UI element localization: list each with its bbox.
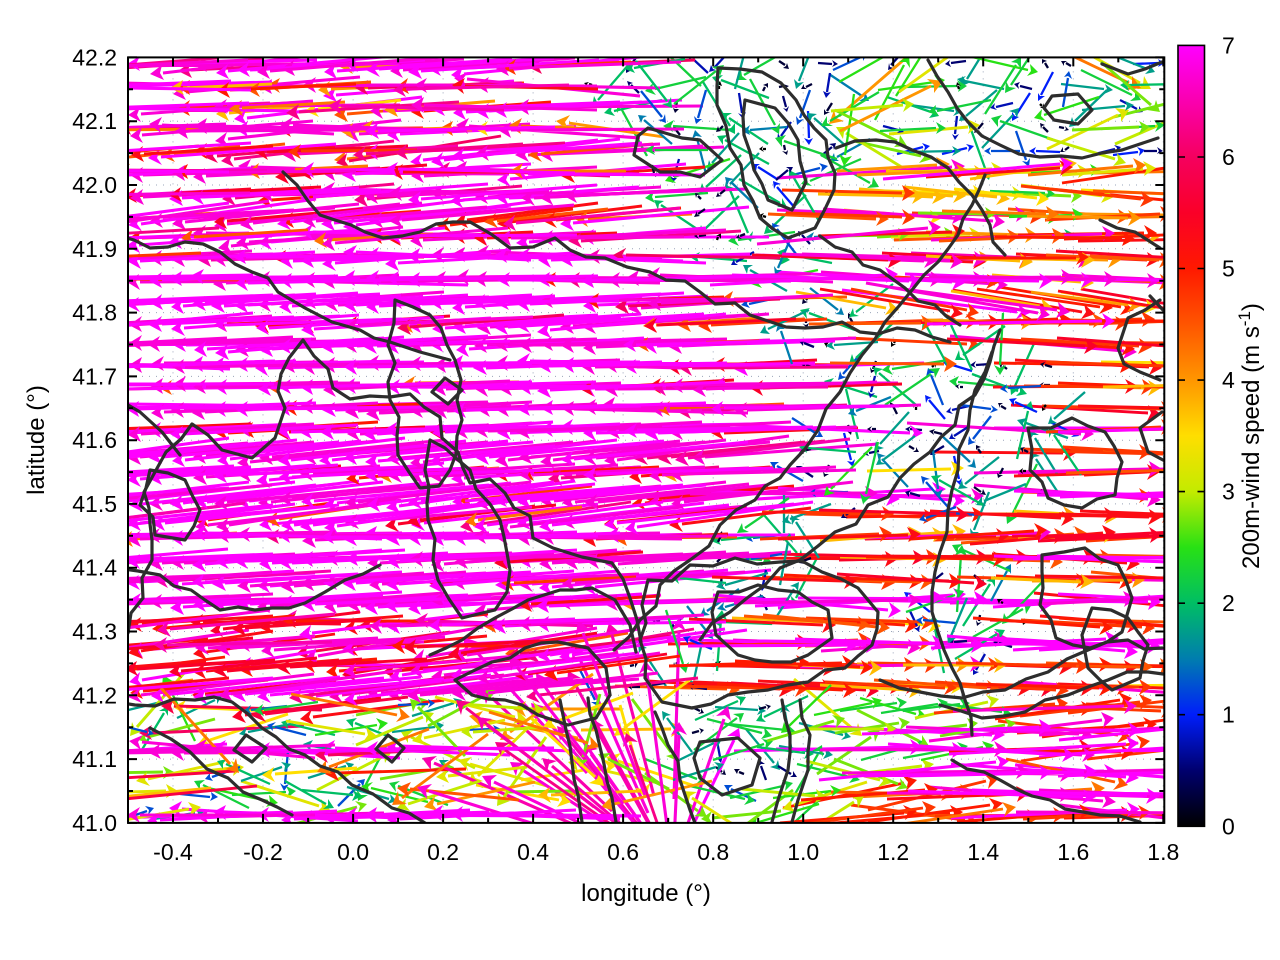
svg-text:0.8: 0.8 bbox=[697, 839, 729, 865]
svg-text:42.0: 42.0 bbox=[72, 172, 117, 198]
svg-text:1.2: 1.2 bbox=[877, 839, 909, 865]
svg-text:4: 4 bbox=[1222, 367, 1235, 393]
svg-text:41.7: 41.7 bbox=[72, 363, 117, 389]
svg-text:1.0: 1.0 bbox=[787, 839, 819, 865]
svg-text:2: 2 bbox=[1222, 590, 1235, 616]
svg-text:1.6: 1.6 bbox=[1057, 839, 1089, 865]
svg-text:41.6: 41.6 bbox=[72, 427, 117, 453]
svg-text:1.8: 1.8 bbox=[1147, 839, 1179, 865]
svg-text:0.0: 0.0 bbox=[337, 839, 369, 865]
svg-text:41.2: 41.2 bbox=[72, 682, 117, 708]
svg-text:1: 1 bbox=[1222, 702, 1235, 728]
svg-text:7: 7 bbox=[1222, 32, 1235, 58]
svg-text:41.4: 41.4 bbox=[72, 555, 117, 581]
svg-text:5: 5 bbox=[1222, 256, 1235, 282]
svg-text:41.5: 41.5 bbox=[72, 491, 117, 517]
svg-text:41.8: 41.8 bbox=[72, 300, 117, 326]
svg-text:41.9: 41.9 bbox=[72, 236, 117, 262]
svg-text:42.1: 42.1 bbox=[72, 108, 117, 134]
svg-text:longitude (°): longitude (°) bbox=[581, 880, 711, 907]
svg-text:41.0: 41.0 bbox=[72, 810, 117, 836]
svg-text:0.2: 0.2 bbox=[427, 839, 459, 865]
svg-text:0.6: 0.6 bbox=[607, 839, 639, 865]
svg-text:6: 6 bbox=[1222, 144, 1235, 170]
svg-text:latitude (°): latitude (°) bbox=[23, 385, 50, 495]
svg-text:-0.4: -0.4 bbox=[153, 839, 193, 865]
svg-text:41.1: 41.1 bbox=[72, 746, 117, 772]
svg-text:41.3: 41.3 bbox=[72, 619, 117, 645]
svg-text:1.4: 1.4 bbox=[967, 839, 999, 865]
svg-text:0.4: 0.4 bbox=[517, 839, 549, 865]
svg-text:42.2: 42.2 bbox=[72, 44, 117, 70]
svg-text:200m-wind speed (m s-1): 200m-wind speed (m s-1) bbox=[1235, 303, 1266, 569]
svg-text:-0.2: -0.2 bbox=[243, 839, 283, 865]
svg-text:0: 0 bbox=[1222, 813, 1235, 839]
svg-text:3: 3 bbox=[1222, 479, 1235, 505]
